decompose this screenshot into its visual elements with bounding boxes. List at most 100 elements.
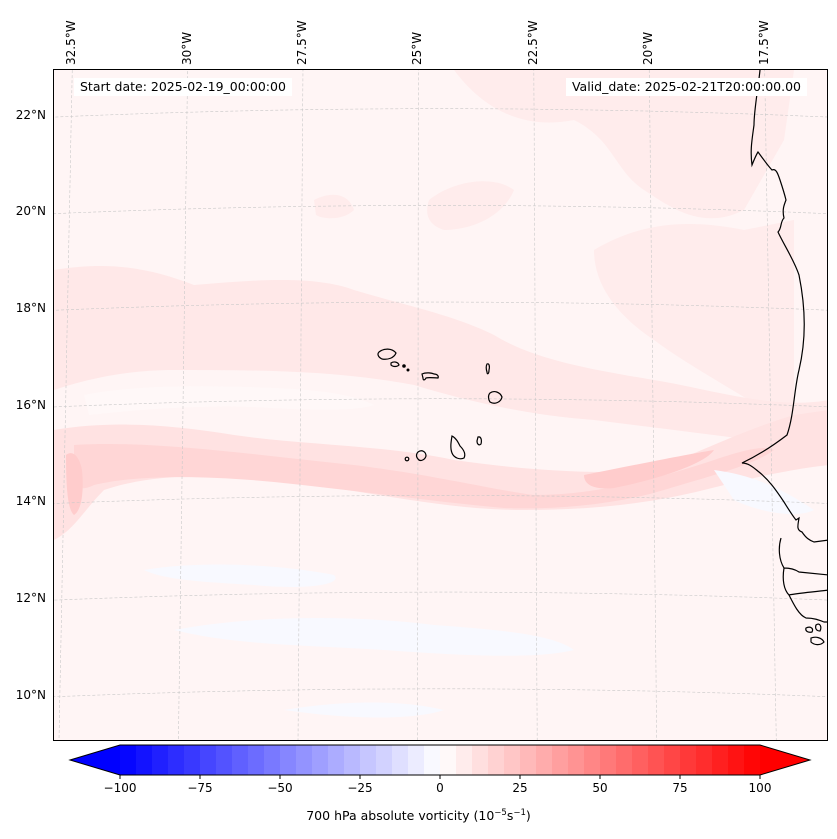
contour-band-14N xyxy=(54,410,827,540)
contour-band-14N-core xyxy=(74,444,774,509)
colorbar-level xyxy=(344,745,361,775)
colorbar-level xyxy=(312,745,329,775)
colorbar-level xyxy=(600,745,617,775)
latitude-tick-label: 22°N xyxy=(15,107,46,122)
contour-negative xyxy=(284,702,444,718)
colorbar-label-exponent-2: −1 xyxy=(513,808,526,818)
island-sao-vicente xyxy=(390,361,400,368)
parallel-line xyxy=(54,108,827,118)
colorbar-tick-label: −75 xyxy=(187,781,213,795)
colorbar-level xyxy=(680,745,697,775)
colorbar-tick-label: 75 xyxy=(672,781,688,795)
colorbar-label-unit: s xyxy=(506,808,514,824)
colorbar-svg xyxy=(68,744,812,779)
contour-patch xyxy=(314,194,354,219)
colorbar-level xyxy=(296,745,313,775)
parallel-line xyxy=(54,688,827,698)
colorbar-tick-label: 25 xyxy=(512,781,528,795)
colorbar-level xyxy=(552,745,569,775)
colorbar-tick-label: −100 xyxy=(103,781,137,795)
longitude-tick-label: 27.5°W xyxy=(294,20,309,65)
colorbar-level xyxy=(664,745,681,775)
gridlines xyxy=(54,70,827,740)
colorbar-level xyxy=(504,745,521,775)
colorbar-label-prefix: 700 hPa absolute vorticity (10 xyxy=(306,808,495,824)
latitude-tick-label: 20°N xyxy=(15,204,46,219)
colorbar-tick-label: 100 xyxy=(748,781,772,795)
colorbar-level xyxy=(216,745,233,775)
contour-patch xyxy=(594,220,794,430)
colorbar-tick-label: −50 xyxy=(267,781,293,795)
colorbar-level xyxy=(648,745,665,775)
island-boa-vista xyxy=(487,391,503,404)
colorbar-level xyxy=(168,745,185,775)
map-panel: Start date: 2025-02-19_00:00:00 Valid_da… xyxy=(53,69,828,741)
colorbar-level xyxy=(248,745,265,775)
colorbar-extend-max xyxy=(760,745,810,775)
island-fogo xyxy=(415,450,427,462)
colorbar-level xyxy=(328,745,345,775)
longitude-tick-label: 25°W xyxy=(410,31,425,65)
colorbar-level xyxy=(424,745,441,775)
parallel-line xyxy=(54,205,827,214)
valid-date-label: Valid_date: 2025-02-21T20:00:00.00 xyxy=(565,78,807,96)
colorbar-tick-label: 0 xyxy=(436,781,444,795)
colorbar-level xyxy=(696,745,713,775)
colorbar-level xyxy=(200,745,217,775)
colorbar-level xyxy=(488,745,505,775)
colorbar-level xyxy=(392,745,409,775)
contour-fills xyxy=(54,70,827,740)
island-santo-antao xyxy=(377,348,397,360)
island-bijagos xyxy=(805,623,825,646)
colorbar-level xyxy=(632,745,649,775)
colorbar-level xyxy=(712,745,729,775)
colorbar-level xyxy=(184,745,201,775)
contour-band-17N xyxy=(54,266,827,450)
island-santiago xyxy=(450,435,466,460)
contour-negative xyxy=(174,618,574,656)
contour-patch xyxy=(454,70,794,219)
colorbar-label-exponent-1: −5 xyxy=(494,808,507,818)
parallel-line xyxy=(54,495,827,504)
longitude-tick-label: 17.5°W xyxy=(756,20,771,65)
island-brava xyxy=(404,456,410,462)
colorbar-tick-label: 50 xyxy=(592,781,608,795)
latitude-tick-label: 18°N xyxy=(15,300,46,315)
contour-max-west xyxy=(66,453,83,515)
island-santa-luzia xyxy=(402,364,406,368)
colorbar-level xyxy=(280,745,297,775)
contour-negative xyxy=(714,470,814,515)
colorbar-level xyxy=(152,745,169,775)
colorbar-level xyxy=(520,745,537,775)
colorbar-level xyxy=(584,745,601,775)
colorbar-level xyxy=(472,745,489,775)
colorbar-level xyxy=(264,745,281,775)
longitude-tick-label: 32.5°W xyxy=(64,20,79,65)
parallel-line xyxy=(54,591,827,601)
parallel-line xyxy=(54,301,827,311)
colorbar-level xyxy=(120,745,137,775)
island-maio xyxy=(476,436,482,446)
colorbar-level xyxy=(232,745,249,775)
start-date-label: Start date: 2025-02-19_00:00:00 xyxy=(74,78,292,96)
colorbar-level xyxy=(536,745,553,775)
island-branco xyxy=(406,368,410,372)
colorbar-level xyxy=(408,745,425,775)
colorbar-extend-min xyxy=(70,745,120,775)
parallel-line xyxy=(54,398,827,408)
colorbar-level xyxy=(360,745,377,775)
contour-white-strip xyxy=(84,386,374,415)
longitude-tick-label: 22.5°W xyxy=(525,20,540,65)
colorbar-tick-label: −25 xyxy=(347,781,373,795)
contour-negative xyxy=(144,564,336,587)
colorbar-level xyxy=(728,745,745,775)
longitude-tick-label: 20°W xyxy=(641,31,656,65)
contour-max-east xyxy=(584,450,714,489)
colorbar-label: 700 hPa absolute vorticity (10−5s−1) xyxy=(0,808,837,823)
latitude-tick-label: 14°N xyxy=(15,494,46,509)
island-sal xyxy=(485,363,490,375)
colorbar-level xyxy=(376,745,393,775)
longitude-tick-label: 30°W xyxy=(179,31,194,65)
colorbar-level xyxy=(136,745,153,775)
